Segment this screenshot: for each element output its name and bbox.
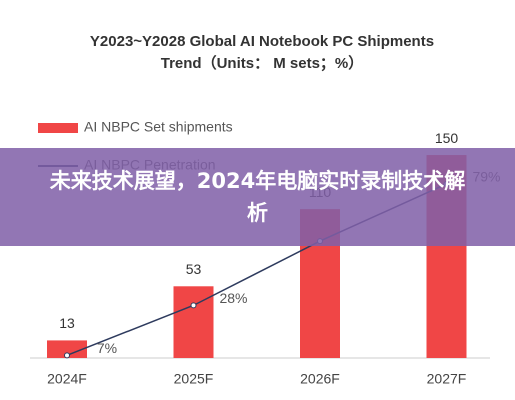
x-tick-label: 2024F bbox=[47, 371, 87, 387]
bar bbox=[47, 340, 87, 358]
bar bbox=[173, 286, 214, 358]
chart-title: Y2023~Y2028 Global AI Notebook PC Shipme… bbox=[90, 33, 434, 50]
value-label: 150 bbox=[435, 130, 459, 146]
value-label: 13 bbox=[59, 315, 75, 331]
x-tick-label: 2025F bbox=[174, 371, 214, 387]
legend-swatch bbox=[38, 123, 78, 133]
x-tick-label: 2027F bbox=[427, 371, 467, 387]
value-label: 28% bbox=[219, 290, 247, 306]
point bbox=[190, 302, 197, 309]
x-tick-label: 2026F bbox=[300, 371, 340, 387]
value-label: 7% bbox=[97, 340, 117, 356]
point bbox=[64, 352, 70, 359]
banner: 未来技术展望，2024年电脑实时录制技术解析 bbox=[0, 148, 515, 246]
chart-subtitle: Trend（Units： M sets；%） bbox=[161, 54, 364, 72]
legend-label: AI NBPC Set shipments bbox=[84, 119, 233, 135]
value-label: 53 bbox=[186, 261, 202, 277]
